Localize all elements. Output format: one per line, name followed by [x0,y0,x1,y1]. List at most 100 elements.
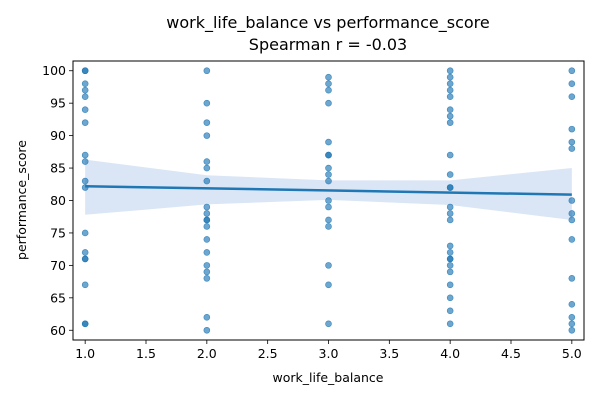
scatter-point [81,106,89,113]
scatter-point [446,216,454,224]
scatter-point [446,249,454,256]
scatter-point [203,275,211,282]
scatter-point [203,67,211,75]
scatter-point [325,138,332,146]
scatter-point [446,106,454,113]
scatter-point [81,158,89,165]
scatter-point [446,86,454,94]
scatter-point [446,294,454,302]
scatter-point [325,197,332,204]
scatter-point [325,281,332,289]
scatter-point [568,313,576,321]
chart-title: work_life_balance vs performance_score [166,13,490,33]
scatter-point [446,112,454,120]
scatter-point [325,86,332,94]
regression-line-layer [85,184,572,196]
scatter-point [203,262,211,269]
scatter-point [81,67,89,75]
scatter-point [203,119,211,126]
scatter-point [203,216,211,224]
scatter-point [325,151,332,159]
x-tick-label: 3.5 [379,346,399,361]
scatter-point [203,132,211,139]
scatter-point [446,119,454,126]
scatter-point [446,268,454,276]
scatter-point [446,93,454,100]
scatter-point [568,236,576,243]
scatter-point [446,67,454,75]
scatter-point [81,255,89,263]
scatter-point [568,138,576,146]
scatter-point [81,249,89,256]
scatter-point [81,320,89,328]
x-tick-label: 1.5 [136,346,156,361]
scatter-point [568,145,576,152]
x-tick-label: 2.5 [258,346,278,361]
scatter-point [203,210,211,217]
scatter-point [446,73,454,81]
scatter-point [446,210,454,217]
x-tick-label: 4.0 [440,346,460,361]
chart-subtitle: Spearman r = -0.03 [249,35,407,54]
scatter-point [568,93,576,100]
y-axis-label: performance_score [14,140,29,260]
scatter-point [446,242,454,250]
scatter-point [325,203,332,211]
scatter-point [81,281,89,289]
scatter-point [81,93,89,100]
scatter-point [203,158,211,165]
scatter-point [568,275,576,282]
scatter-point [446,255,454,263]
scatter-point [446,184,454,191]
scatter-point [568,67,576,75]
scatter-point [325,262,332,269]
scatter-point [446,203,454,211]
scatter-point [446,262,454,269]
y-tick-label: 65 [50,290,66,305]
scatter-point [203,177,211,185]
x-tick-label: 3.0 [319,346,339,361]
scatter-point [568,80,576,88]
scatter-point [203,99,211,107]
x-axis-label: work_life_balance [273,370,384,385]
scatter-point [325,99,332,107]
scatter-point [568,125,576,133]
y-tick-label: 75 [50,225,66,240]
scatter-point [568,326,576,334]
scatter-point [325,80,332,88]
x-tick-label: 2.0 [197,346,217,361]
y-axis: 60 65 70 75 80 85 90 95 100 [42,63,73,338]
scatter-point [325,223,332,230]
scatter-point [203,268,211,276]
scatter-point [203,326,211,334]
regression-line [85,184,572,196]
scatter-point [325,320,332,328]
y-tick-label: 70 [50,258,66,273]
y-tick-label: 60 [50,323,66,338]
scatter-points-layer [81,67,576,334]
y-tick-label: 95 [50,96,66,111]
scatter-point [568,320,576,328]
scatter-point [203,249,211,256]
scatter-point [81,151,89,159]
y-tick-label: 100 [42,63,66,78]
scatter-point [568,197,576,204]
scatter-point [325,73,332,81]
scatter-point [81,229,89,237]
scatter-point [446,320,454,328]
scatter-point [568,301,576,308]
x-tick-label: 5.0 [562,346,582,361]
scatter-point [446,307,454,315]
scatter-point [446,80,454,88]
scatter-point [568,210,576,217]
y-tick-label: 90 [50,128,66,143]
scatter-point [446,171,454,178]
scatter-point [325,177,332,185]
scatter-point [325,216,332,224]
scatter-point [203,313,211,321]
scatter-point [325,164,332,172]
scatter-point [203,236,211,243]
scatter-point [81,86,89,94]
scatter-point [325,171,332,178]
